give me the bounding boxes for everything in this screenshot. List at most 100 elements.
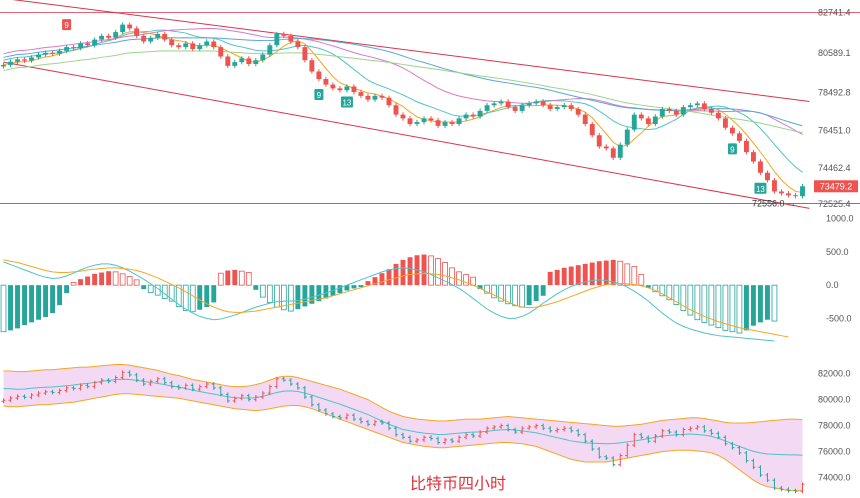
ohlc-bar bbox=[576, 428, 581, 437]
td-count-text: 13 bbox=[342, 99, 351, 108]
last-price-tag bbox=[814, 180, 858, 193]
td-count-box bbox=[314, 89, 324, 100]
candle-body bbox=[800, 186, 805, 197]
macd-histogram-bar bbox=[29, 285, 34, 323]
candle-body bbox=[337, 88, 343, 91]
macd-histogram-bar bbox=[112, 271, 119, 286]
td-count-text: 9 bbox=[64, 21, 69, 30]
price-tick-label: 82741.4 bbox=[818, 8, 851, 18]
macd-histogram-bar bbox=[589, 262, 595, 286]
ohlc-bar bbox=[436, 436, 441, 445]
candle-body bbox=[358, 92, 364, 96]
candle-body bbox=[267, 45, 273, 55]
candle-body bbox=[743, 140, 749, 153]
ohlc-bar bbox=[793, 488, 798, 494]
ohlc-bar bbox=[57, 388, 62, 395]
ohlc-bar bbox=[22, 394, 27, 400]
ohlc-bar bbox=[323, 408, 328, 416]
bollinger-band-fill bbox=[3, 364, 803, 491]
macd-histogram-bar bbox=[652, 284, 659, 293]
macd-histogram-bar bbox=[106, 271, 112, 286]
candle-body bbox=[85, 43, 91, 46]
ohlc-bar bbox=[408, 435, 413, 444]
macd-histogram-bar bbox=[175, 284, 182, 307]
macd-histogram-bar bbox=[379, 273, 385, 286]
candle-body bbox=[729, 127, 735, 134]
ohlc-bar bbox=[113, 375, 118, 384]
candle-body bbox=[680, 107, 686, 115]
candle-body bbox=[757, 161, 763, 173]
macd-histogram-bar bbox=[764, 285, 770, 320]
candle-body bbox=[554, 107, 560, 109]
ohlc-bar bbox=[569, 426, 574, 433]
candle-body bbox=[449, 122, 455, 124]
candle-body bbox=[470, 114, 476, 117]
ohlc-bar bbox=[225, 392, 230, 403]
ohlc-bar bbox=[730, 441, 735, 450]
candle-body bbox=[134, 28, 140, 36]
candle-body bbox=[169, 39, 175, 46]
macd-histogram-bar bbox=[617, 260, 624, 286]
ohlc-bar bbox=[218, 385, 223, 397]
macd-histogram-bar bbox=[232, 269, 238, 286]
ohlc-bar bbox=[485, 426, 490, 435]
candle-body bbox=[764, 172, 770, 181]
price-axis: 82741.4 80589.1 78492.8 76451.0 74462.4 72525… bbox=[814, 8, 858, 209]
ohlc-bar bbox=[548, 426, 553, 433]
ohlc-bar bbox=[260, 391, 265, 399]
ohlc-bar bbox=[379, 419, 384, 425]
macd-histogram-bar bbox=[757, 285, 763, 323]
td-count-label: 9 bbox=[62, 19, 72, 31]
macd-histogram-bar bbox=[351, 285, 357, 289]
candle-body bbox=[694, 103, 700, 106]
candle-body bbox=[736, 133, 742, 141]
macd-histogram-bar bbox=[463, 274, 469, 286]
candle-body bbox=[365, 95, 371, 100]
ohlc-bar bbox=[253, 395, 258, 402]
macd-histogram-bar bbox=[323, 285, 329, 299]
candle-body bbox=[246, 58, 252, 64]
candle-body bbox=[772, 180, 777, 192]
candle-body bbox=[617, 144, 623, 158]
macd-histogram-bar bbox=[57, 285, 63, 306]
macd-histogram-bar bbox=[8, 285, 13, 331]
candle-body bbox=[519, 105, 525, 111]
macd-histogram-bar bbox=[365, 281, 371, 286]
candle-body bbox=[64, 47, 70, 51]
macd-histogram-bar bbox=[217, 272, 224, 286]
macd-histogram-bar bbox=[280, 284, 287, 311]
candle-body bbox=[127, 24, 133, 29]
ohlc-bar bbox=[751, 458, 756, 470]
td-count-label: 9 bbox=[314, 89, 324, 100]
macd-histogram-bar bbox=[519, 284, 526, 308]
ohlc-bar bbox=[246, 393, 251, 402]
td-count-box bbox=[62, 19, 72, 31]
candle-body bbox=[22, 59, 27, 61]
candle-body bbox=[512, 107, 518, 111]
ohlc-bar bbox=[155, 376, 160, 384]
td-count-box bbox=[754, 182, 767, 194]
macd-histogram-bar bbox=[687, 284, 694, 316]
candle-body bbox=[540, 101, 546, 106]
candle-body bbox=[148, 37, 154, 42]
bollinger-axis: 82000.0 80000.0 78000.0 76000.0 74000.0 bbox=[818, 369, 851, 483]
macd-histogram-bar bbox=[547, 271, 553, 286]
candle-body bbox=[141, 35, 147, 42]
ohlc-bar bbox=[716, 431, 721, 440]
macd-histogram-bar bbox=[638, 274, 645, 286]
ohlc-bar bbox=[471, 432, 476, 438]
td-count-text: 13 bbox=[756, 185, 765, 194]
macd-histogram-bar bbox=[344, 285, 350, 291]
candle-body bbox=[36, 54, 42, 58]
ohlc-bar bbox=[190, 383, 195, 392]
ohlc-bar bbox=[513, 427, 518, 435]
macd-histogram-bar bbox=[182, 284, 189, 311]
price-tick-label: 76451.0 bbox=[818, 126, 851, 136]
macd-histogram-bar bbox=[673, 284, 680, 305]
ohlc-bar bbox=[316, 402, 321, 412]
candle-body bbox=[176, 45, 182, 48]
macd-histogram-bar bbox=[358, 285, 364, 288]
macd-histogram-bar bbox=[568, 266, 574, 286]
candle-body bbox=[793, 195, 798, 197]
candle-body bbox=[218, 47, 224, 57]
